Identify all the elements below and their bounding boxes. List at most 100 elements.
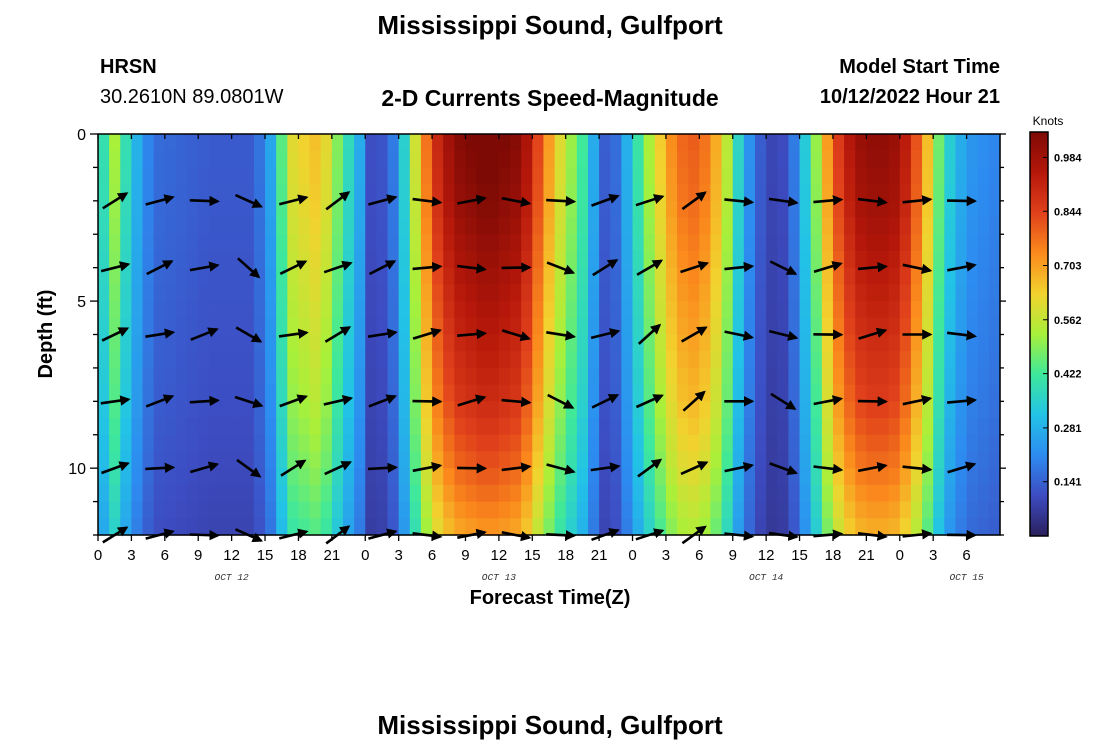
heat-cell — [231, 234, 244, 252]
heat-cell — [599, 284, 611, 302]
heat-cell — [777, 434, 790, 453]
heat-cell — [376, 150, 389, 169]
heat-cell — [844, 367, 856, 386]
heat-cell — [565, 518, 578, 536]
heat-cell — [287, 384, 300, 402]
heat-cell — [788, 150, 801, 169]
heat-cell — [966, 234, 979, 252]
current-arrow — [546, 195, 577, 207]
heat-cell — [476, 484, 489, 503]
current-arrow — [234, 395, 264, 409]
heat-cell — [454, 150, 467, 169]
heat-cell — [910, 150, 923, 169]
heat-cell — [732, 317, 745, 336]
heat-cell — [988, 451, 1001, 469]
heat-cell — [565, 484, 578, 503]
heat-cell — [821, 284, 834, 302]
heat-cell — [788, 468, 801, 486]
heat-cell — [755, 167, 767, 185]
heat-cell — [476, 451, 489, 469]
heat-cell — [231, 184, 244, 202]
heat-cell — [98, 217, 110, 235]
x-tick-label: 18 — [825, 547, 842, 564]
heat-cell — [988, 150, 1001, 169]
heat-cell — [944, 451, 957, 469]
heat-cell — [320, 401, 333, 419]
heat-cell — [198, 451, 210, 469]
heat-cell — [120, 401, 133, 419]
heat-cell — [643, 250, 656, 269]
heat-cell — [521, 167, 533, 185]
heat-cell — [521, 434, 533, 453]
heat-cell — [621, 134, 634, 152]
heat-cell — [955, 434, 968, 453]
heat-cell — [710, 217, 723, 235]
heat-cell — [665, 301, 678, 319]
heat-cell — [487, 200, 500, 219]
heat-cell — [454, 234, 467, 252]
heat-cell — [498, 217, 511, 235]
heat-cell — [777, 234, 790, 252]
heat-cell — [309, 200, 322, 219]
heat-cell — [977, 301, 990, 319]
heat-cell — [331, 351, 344, 369]
heat-cell — [955, 301, 968, 319]
heat-cell — [153, 501, 166, 519]
heat-cell — [120, 367, 133, 386]
heat-cell — [821, 200, 834, 219]
heat-cell — [276, 468, 288, 486]
heat-cell — [265, 451, 277, 469]
heat-cell — [766, 217, 778, 235]
heat-cell — [409, 351, 422, 369]
heat-cell — [253, 367, 266, 386]
heat-cell — [855, 267, 867, 285]
heat-cell — [276, 451, 288, 469]
heat-cell — [443, 401, 455, 419]
heat-cell — [120, 434, 133, 453]
heat-cell — [209, 200, 222, 219]
heat-cell — [832, 317, 845, 336]
heat-cell — [665, 484, 678, 503]
heat-cell — [476, 401, 489, 419]
heat-cell — [376, 418, 389, 436]
heat-cell — [409, 200, 422, 219]
heat-cell — [209, 501, 222, 519]
station-coordinates: 30.2610N 89.0801W — [100, 86, 284, 108]
heat-cell — [465, 234, 478, 252]
heat-cell — [587, 317, 600, 336]
heat-cell — [287, 167, 300, 185]
heat-cell — [743, 317, 756, 336]
heat-cell — [721, 367, 734, 386]
heat-cell — [632, 134, 645, 152]
heat-cell — [387, 401, 400, 419]
heat-cell — [543, 134, 556, 152]
heat-cell — [487, 267, 500, 285]
heat-cell — [420, 518, 433, 536]
heat-cell — [175, 234, 188, 252]
heat-cell — [922, 501, 934, 519]
date-label: OCT 14 — [749, 572, 784, 583]
heat-cell — [376, 301, 389, 319]
heat-cell — [309, 484, 322, 503]
heat-cell — [755, 267, 767, 285]
heat-cell — [543, 250, 556, 269]
heat-cell — [899, 434, 912, 453]
heat-cell — [309, 134, 322, 152]
heat-cell — [955, 150, 968, 169]
heat-cell — [331, 501, 344, 519]
heat-cell — [543, 501, 556, 519]
heat-cell — [521, 184, 533, 202]
heat-cell — [643, 451, 656, 469]
heat-cell — [198, 384, 210, 402]
heat-cell — [120, 167, 133, 185]
heat-cell — [766, 334, 778, 352]
heat-cell — [699, 434, 712, 453]
heat-cell — [799, 367, 812, 386]
heat-cell — [287, 301, 300, 319]
heat-cell — [220, 301, 233, 319]
current-arrow — [457, 394, 487, 407]
heat-cell — [175, 334, 188, 352]
heat-cell — [164, 134, 177, 152]
heat-cell — [677, 484, 689, 503]
heat-cell — [398, 184, 411, 202]
